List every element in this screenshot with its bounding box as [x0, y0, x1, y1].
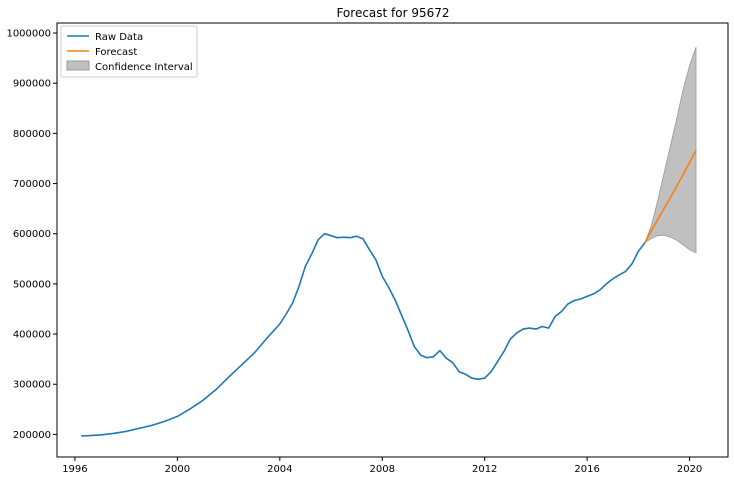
legend-raw-data-label: Raw Data: [95, 32, 143, 43]
y-tick-label: 300000: [13, 380, 51, 391]
raw-data-line: [81, 232, 646, 437]
y-tick-label: 500000: [13, 279, 51, 290]
y-tick-label: 800000: [13, 129, 51, 140]
legend-box: [60, 25, 198, 78]
x-tick-label: 1996: [62, 464, 87, 475]
chart-title: Forecast for 95672: [336, 6, 449, 20]
legend-forecast-label: Forecast: [95, 47, 137, 58]
y-tick-label: 200000: [13, 430, 51, 441]
legend-confidence-interval-swatch: [66, 60, 90, 71]
x-tick-label: 2000: [165, 464, 190, 475]
confidence-interval-band: [643, 46, 697, 254]
y-tick-label: 600000: [13, 229, 51, 240]
x-tick-label: 2016: [574, 464, 599, 475]
x-tick-label: 2020: [677, 464, 702, 475]
y-tick-label: 900000: [13, 79, 51, 90]
y-tick-label: 400000: [13, 330, 51, 341]
x-tick-label: 2004: [267, 464, 292, 475]
legend: Raw Data Forecast Confidence Interval: [60, 25, 198, 78]
forecast-line: [644, 150, 697, 244]
x-tick-label: 2012: [472, 464, 497, 475]
y-tick-label: 1000000: [6, 29, 51, 40]
x-tick-label: 2008: [370, 464, 395, 475]
y-tick-label: 700000: [13, 179, 51, 190]
plot-frame: [56, 22, 729, 458]
legend-confidence-interval-label: Confidence Interval: [95, 62, 193, 73]
